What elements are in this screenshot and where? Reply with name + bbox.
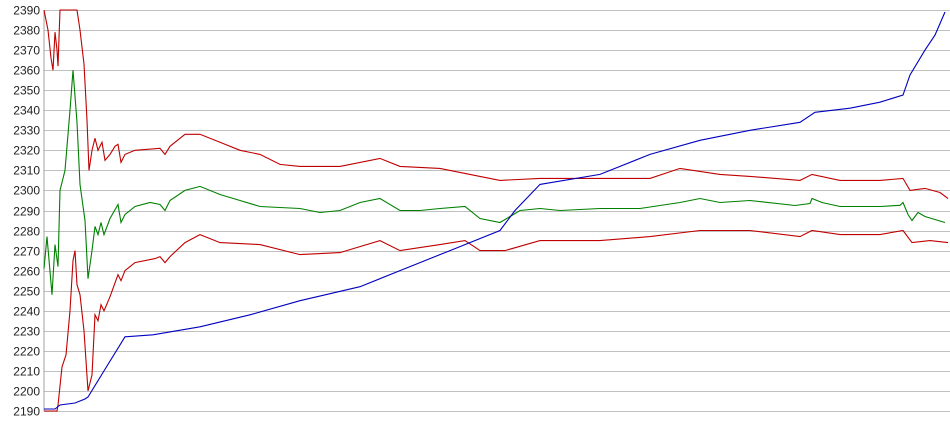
y-tick-label: 2320 bbox=[13, 144, 40, 158]
series-line-0 bbox=[43, 9, 949, 199]
series-lines bbox=[43, 9, 949, 412]
y-tick-label: 2390 bbox=[13, 4, 40, 18]
y-tick-label: 2230 bbox=[13, 325, 40, 339]
y-tick-label: 2310 bbox=[13, 164, 40, 178]
gridlines bbox=[44, 10, 950, 412]
y-tick-label: 2190 bbox=[13, 405, 40, 419]
y-tick-label: 2280 bbox=[13, 225, 40, 239]
y-tick-label: 2360 bbox=[13, 64, 40, 78]
y-tick-label: 2220 bbox=[13, 345, 40, 359]
y-tick-label: 2380 bbox=[13, 24, 40, 38]
y-tick-label: 2290 bbox=[13, 205, 40, 219]
y-tick-label: 2350 bbox=[13, 84, 40, 98]
y-tick-label: 2340 bbox=[13, 104, 40, 118]
series-line-3 bbox=[44, 11, 946, 410]
y-tick-label: 2200 bbox=[13, 385, 40, 399]
series-line-2 bbox=[44, 229, 949, 412]
y-tick-label: 2240 bbox=[13, 305, 40, 319]
series-line-1 bbox=[43, 70, 946, 295]
y-tick-label: 2270 bbox=[13, 245, 40, 259]
y-tick-label: 2260 bbox=[13, 265, 40, 279]
y-tick-label: 2370 bbox=[13, 44, 40, 58]
y-axis-ticks: 2390 2380 2370 2360 2350 2340 2330 2320 2310 2300… bbox=[13, 4, 40, 419]
y-tick-label: 2300 bbox=[13, 184, 40, 198]
y-tick-label: 2250 bbox=[13, 285, 40, 299]
y-tick-label: 2330 bbox=[13, 124, 40, 138]
y-tick-label: 2210 bbox=[13, 365, 40, 379]
